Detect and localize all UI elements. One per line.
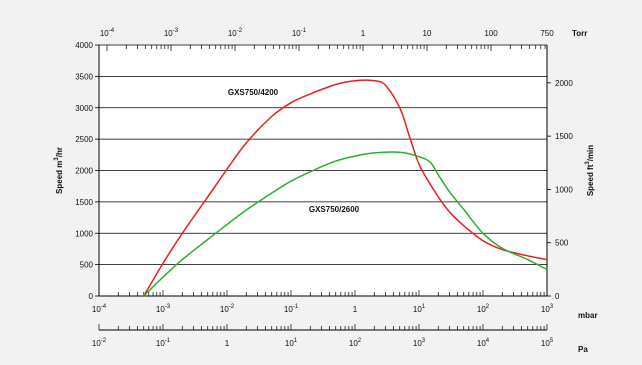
y-left-tick-label: 2000 — [75, 167, 93, 176]
series-line-GXS750/2600 — [143, 151, 548, 297]
x-pa-unit-label: Pa — [578, 345, 588, 354]
x-mbar-tick-label: 10-4 — [92, 304, 107, 314]
x-pa-tick-label: 101 — [285, 338, 298, 348]
y-right-axis-title: Speed ft3/min — [585, 145, 595, 196]
x-pa-tick-label: 105 — [541, 338, 554, 348]
series-label: GXS750/4200 — [228, 88, 279, 97]
x-mbar-tick-label: 10-1 — [284, 304, 299, 314]
x-pa-tick-label: 10-1 — [156, 338, 171, 348]
x-pa-tick-label: 102 — [349, 338, 362, 348]
y-left-tick-label: 3000 — [75, 104, 93, 113]
x-mbar-tick-label: 1 — [353, 305, 358, 314]
y-right-tick-label: 2000 — [555, 79, 573, 88]
x-mbar-unit-label: mbar — [578, 311, 598, 320]
x-mbar-tick-label: 102 — [477, 304, 490, 314]
series-lines — [143, 79, 548, 297]
y-right-tick-label: 0 — [555, 292, 560, 301]
y-left-tick-label: 4000 — [75, 41, 93, 50]
y-right-tick-label: 1500 — [555, 132, 573, 141]
y-left-tick-label: 1000 — [75, 229, 93, 238]
x-pa-tick-label: 104 — [477, 338, 490, 348]
y-left-tick-label: 500 — [80, 261, 94, 270]
y-left-tick-label: 3500 — [75, 72, 93, 81]
y-right-tick-label: 500 — [555, 239, 569, 248]
y-left-tick-label: 1500 — [75, 198, 93, 207]
x-pa-tick-label: 1 — [225, 339, 230, 348]
x-pa-tick-label: 10-2 — [92, 338, 107, 348]
x-torr-tick-label: 100 — [484, 29, 498, 38]
x-torr-tick-label: 1 — [361, 29, 366, 38]
x-torr-tick-label: 10-3 — [164, 28, 179, 38]
y-left-tick-label: 2500 — [75, 135, 93, 144]
x-torr-tick-label: 10-2 — [228, 28, 243, 38]
x-torr-tick-label: 10 — [423, 29, 432, 38]
x-mbar-tick-label: 10-3 — [156, 304, 171, 314]
y-left-tick-label: 0 — [89, 292, 94, 301]
series-label: GXS750/2600 — [309, 205, 360, 214]
x-torr-tick-label: 10-4 — [100, 28, 115, 38]
x-torr-tick-label: 10-1 — [292, 28, 307, 38]
x-torr-unit-label: Torr — [572, 29, 587, 38]
axis-labels: 0 500 1000 1500 2000 2500 3000 3500 4000 0 500 1000… — [54, 28, 598, 354]
x-mbar-tick-label: 103 — [541, 304, 554, 314]
x-mbar-tick-label: 10-2 — [220, 304, 235, 314]
series-line-GXS750/4200 — [143, 79, 548, 297]
x-mbar-tick-label: 101 — [413, 304, 426, 314]
x-pa-tick-label: 103 — [413, 338, 426, 348]
y-left-axis-title: Speed m3/hr — [54, 147, 64, 194]
axes — [95, 44, 551, 331]
x-torr-tick-label: 750 — [540, 29, 554, 38]
y-right-tick-label: 1000 — [555, 185, 573, 194]
